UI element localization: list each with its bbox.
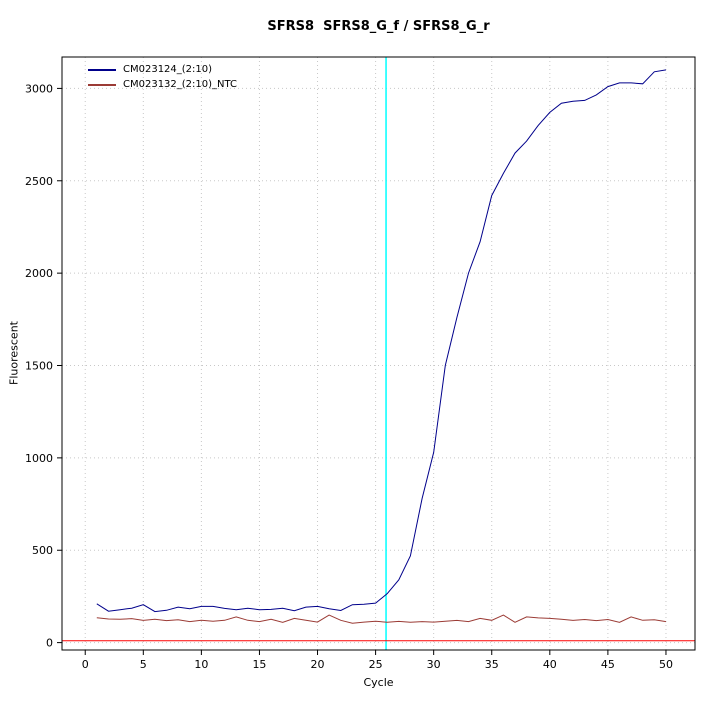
series-line-sample	[96, 69, 667, 613]
y-tick-label: 3000	[25, 82, 53, 95]
legend-line-swatch-ntc	[88, 83, 116, 86]
legend-entry-ntc: CM023132_(2:10)_NTC	[88, 78, 237, 91]
x-axis-label: Cycle	[363, 676, 394, 689]
x-tick-label: 30	[427, 658, 441, 671]
chart-title: SFRS8 SFRS8_G_f / SFRS8_G_r	[267, 19, 490, 34]
x-tick-label: 50	[659, 658, 673, 671]
y-tick-label: 1000	[25, 452, 53, 465]
x-tick-label: 35	[485, 658, 499, 671]
x-tick-label: 40	[543, 658, 557, 671]
legend-label-sample: CM023124_(2:10)	[123, 64, 213, 75]
plot-border	[61, 56, 696, 651]
y-tick-label: 2500	[25, 175, 53, 188]
x-tick-label: 45	[601, 658, 615, 671]
x-tick-label: 10	[194, 658, 208, 671]
x-tick-label: 25	[369, 658, 383, 671]
y-tick-label: 0	[46, 637, 53, 650]
legend-line-swatch-sample	[88, 68, 116, 71]
legend-entry-sample: CM023124_(2:10)	[88, 63, 237, 76]
x-tick-label: 0	[82, 658, 89, 671]
y-tick-label: 2000	[25, 267, 53, 280]
legend: CM023124_(2:10) CM023132_(2:10)_NTC	[88, 63, 237, 91]
y-tick-label: 1500	[25, 360, 53, 373]
series-line-ntc	[96, 614, 667, 624]
legend-label-ntc: CM023132_(2:10)_NTC	[123, 79, 238, 90]
x-tick-label: 15	[252, 658, 266, 671]
x-tick-label: 20	[311, 658, 325, 671]
x-tick-label: 5	[140, 658, 147, 671]
y-tick-label: 500	[32, 544, 53, 557]
